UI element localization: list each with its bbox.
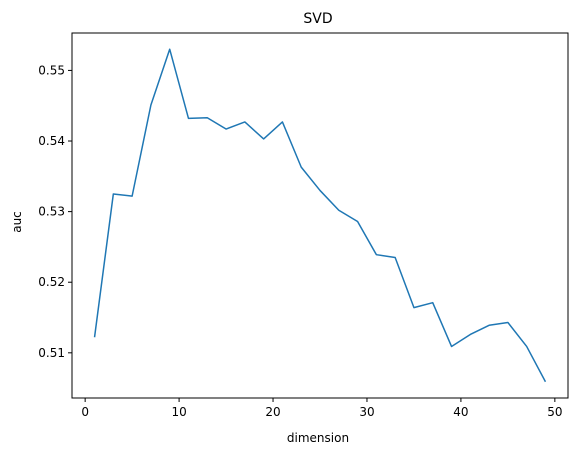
series-group bbox=[93, 48, 547, 383]
series-line bbox=[93, 48, 547, 383]
x-axis-label: dimension bbox=[287, 431, 349, 445]
y-tick-label: 0.53 bbox=[38, 205, 65, 219]
x-axis: 0 10 20 30 40 50 bbox=[81, 398, 562, 419]
x-tick-label: 20 bbox=[265, 405, 280, 419]
y-tick-label: 0.51 bbox=[38, 346, 65, 360]
y-tick-label: 0.52 bbox=[38, 275, 65, 289]
x-tick-label: 0 bbox=[81, 405, 89, 419]
y-axis-label: auc bbox=[10, 211, 24, 233]
y-axis: 0.51 0.52 0.53 0.54 0.55 bbox=[38, 63, 72, 360]
x-tick-label: 10 bbox=[171, 405, 186, 419]
x-tick-label: 30 bbox=[359, 405, 374, 419]
y-tick-label: 0.54 bbox=[38, 134, 65, 148]
y-tick-label: 0.55 bbox=[38, 63, 65, 77]
plot-area bbox=[71, 32, 569, 399]
plot-frame bbox=[71, 32, 569, 399]
chart-title: SVD bbox=[303, 11, 332, 27]
x-tick-label: 40 bbox=[453, 405, 468, 419]
x-tick-label: 50 bbox=[547, 405, 562, 419]
